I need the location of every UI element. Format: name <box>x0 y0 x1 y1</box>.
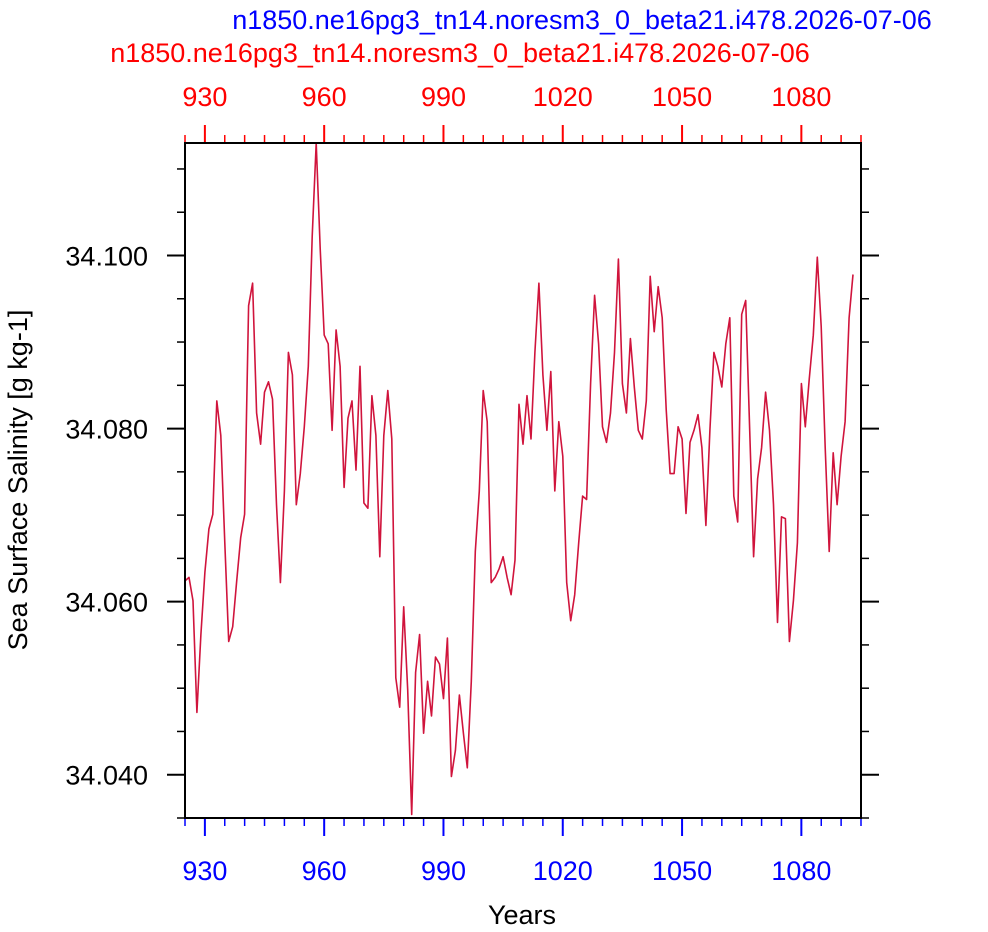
red-title: n1850.ne16pg3_tn14.noresm3_0_beta21.i478… <box>110 38 810 68</box>
x-axis-label: Years <box>488 900 556 930</box>
bottom-tick-label: 930 <box>182 856 227 886</box>
blue-title: n1850.ne16pg3_tn14.noresm3_0_beta21.i478… <box>232 5 932 35</box>
bottom-tick-label: 960 <box>302 856 347 886</box>
y-axis-label: Sea Surface Salinity [g kg-1] <box>3 310 33 651</box>
y-tick-label: 34.040 <box>65 761 148 791</box>
top-tick-label: 1020 <box>533 82 593 112</box>
top-tick-label: 1080 <box>771 82 831 112</box>
bottom-tick-label: 1020 <box>533 856 593 886</box>
top-tick-label: 960 <box>302 82 347 112</box>
series-line <box>184 142 854 816</box>
y-tick-label: 34.080 <box>65 415 148 445</box>
bottom-tick-label: 990 <box>421 856 466 886</box>
top-tick-label: 930 <box>182 82 227 112</box>
bottom-tick-label: 1050 <box>652 856 712 886</box>
bottom-axis-ticks: 930 960 990 1020 1050 1080 <box>182 818 862 886</box>
y-tick-label: 34.060 <box>65 588 148 618</box>
top-tick-label: 990 <box>421 82 466 112</box>
bottom-tick-label: 1080 <box>771 856 831 886</box>
left-axis-ticks: 34.040 34.060 34.080 34.100 <box>65 168 185 819</box>
top-tick-label: 1050 <box>652 82 712 112</box>
top-axis-ticks: 930 960 990 1020 1050 1080 <box>182 82 862 143</box>
y-tick-label: 34.100 <box>65 242 148 272</box>
right-axis-ticks <box>861 168 879 819</box>
plot-frame <box>184 142 862 819</box>
